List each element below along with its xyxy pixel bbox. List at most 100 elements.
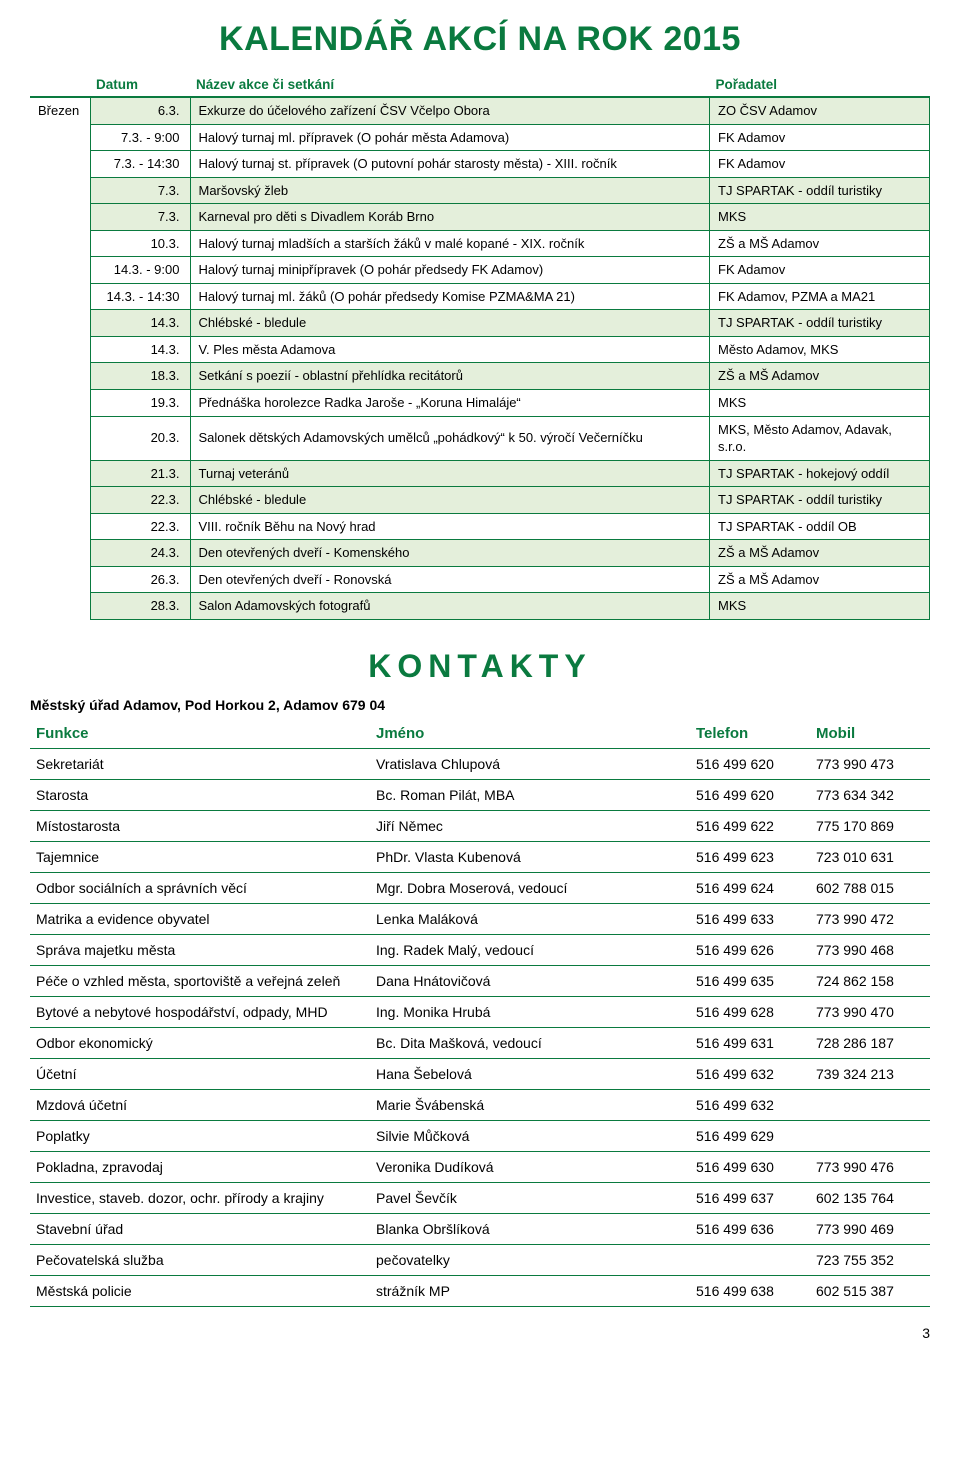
table-row: 28.3.Salon Adamovských fotografůMKS <box>30 593 930 620</box>
contact-tel: 516 499 620 <box>690 748 810 779</box>
contact-name: Vratislava Chlupová <box>370 748 690 779</box>
event-date: 22.3. <box>90 487 190 514</box>
contact-tel: 516 499 629 <box>690 1120 810 1151</box>
event-date: 28.3. <box>90 593 190 620</box>
contact-tel: 516 499 624 <box>690 872 810 903</box>
event-organizer: FK Adamov <box>710 124 930 151</box>
contact-func: Odbor ekonomický <box>30 1027 370 1058</box>
contact-mob <box>810 1089 930 1120</box>
contact-mob: 602 135 764 <box>810 1182 930 1213</box>
contact-name: Hana Šebelová <box>370 1058 690 1089</box>
month-spacer <box>30 416 90 460</box>
contacts-title: KONTAKTY <box>30 648 930 685</box>
table-row: 21.3.Turnaj veteránůTJ SPARTAK - hokejov… <box>30 460 930 487</box>
event-date: 14.3. - 14:30 <box>90 283 190 310</box>
table-row: TajemnicePhDr. Vlasta Kubenová516 499 62… <box>30 841 930 872</box>
table-row: Pečovatelská službapečovatelky723 755 35… <box>30 1244 930 1275</box>
contact-name: Blanka Obršlíková <box>370 1213 690 1244</box>
event-date: 7.3. <box>90 177 190 204</box>
contact-name: pečovatelky <box>370 1244 690 1275</box>
month-spacer <box>30 310 90 337</box>
event-name: Salonek dětských Adamovských umělců „poh… <box>190 416 710 460</box>
contact-name: Pavel Ševčík <box>370 1182 690 1213</box>
contact-func: Péče o vzhled města, sportoviště a veřej… <box>30 965 370 996</box>
table-row: Péče o vzhled města, sportoviště a veřej… <box>30 965 930 996</box>
event-name: Exkurze do účelového zařízení ČSV Včelpo… <box>190 97 710 124</box>
month-spacer <box>30 124 90 151</box>
event-name: Salon Adamovských fotografů <box>190 593 710 620</box>
event-date: 20.3. <box>90 416 190 460</box>
month-spacer <box>30 540 90 567</box>
table-row: 7.3.Karneval pro děti s Divadlem Koráb B… <box>30 204 930 231</box>
contacts-header-name: Jméno <box>370 719 690 749</box>
table-row: 20.3.Salonek dětských Adamovských umělců… <box>30 416 930 460</box>
event-name: Chlébské - bledule <box>190 487 710 514</box>
event-name: Maršovský žleb <box>190 177 710 204</box>
contact-func: Investice, staveb. dozor, ochr. přírody … <box>30 1182 370 1213</box>
contact-mob: 602 788 015 <box>810 872 930 903</box>
event-name: Halový turnaj minipřípravek (O pohár pře… <box>190 257 710 284</box>
table-row: StarostaBc. Roman Pilát, MBA516 499 6207… <box>30 779 930 810</box>
event-organizer: TJ SPARTAK - hokejový oddíl <box>710 460 930 487</box>
page-number: 3 <box>30 1325 930 1341</box>
contact-name: Bc. Roman Pilát, MBA <box>370 779 690 810</box>
event-organizer: ZŠ a MŠ Adamov <box>710 230 930 257</box>
month-spacer <box>30 283 90 310</box>
contact-mob: 723 010 631 <box>810 841 930 872</box>
table-row: Správa majetku městaIng. Radek Malý, ved… <box>30 934 930 965</box>
contact-func: Stavební úřad <box>30 1213 370 1244</box>
contact-func: Bytové a nebytové hospodářství, odpady, … <box>30 996 370 1027</box>
contact-name: Bc. Dita Mašková, vedoucí <box>370 1027 690 1058</box>
contact-mob: 724 862 158 <box>810 965 930 996</box>
event-name: Halový turnaj ml. žáků (O pohár předsedy… <box>190 283 710 310</box>
contact-mob: 773 990 469 <box>810 1213 930 1244</box>
event-name: Halový turnaj ml. přípravek (O pohár měs… <box>190 124 710 151</box>
table-row: 7.3. - 9:00Halový turnaj ml. přípravek (… <box>30 124 930 151</box>
month-spacer <box>30 336 90 363</box>
month-spacer <box>30 363 90 390</box>
event-name: Chlébské - bledule <box>190 310 710 337</box>
table-row: Matrika a evidence obyvatelLenka Malákov… <box>30 903 930 934</box>
event-date: 7.3. <box>90 204 190 231</box>
event-date: 21.3. <box>90 460 190 487</box>
contact-func: Městská policie <box>30 1275 370 1306</box>
contact-func: Sekretariát <box>30 748 370 779</box>
table-row: 22.3.VIII. ročník Běhu na Nový hradTJ SP… <box>30 513 930 540</box>
table-row: Bytové a nebytové hospodářství, odpady, … <box>30 996 930 1027</box>
month-spacer <box>30 257 90 284</box>
contact-tel: 516 499 636 <box>690 1213 810 1244</box>
event-date: 19.3. <box>90 390 190 417</box>
contact-func: Starosta <box>30 779 370 810</box>
event-organizer: MKS <box>710 390 930 417</box>
event-date: 6.3. <box>90 97 190 124</box>
contact-func: Místostarosta <box>30 810 370 841</box>
events-header-blank <box>30 73 90 97</box>
event-name: Turnaj veteránů <box>190 460 710 487</box>
events-header-organizer: Pořadatel <box>710 73 930 97</box>
event-name: Den otevřených dveří - Komenského <box>190 540 710 567</box>
event-name: V. Ples města Adamova <box>190 336 710 363</box>
contact-tel: 516 499 637 <box>690 1182 810 1213</box>
event-date: 7.3. - 9:00 <box>90 124 190 151</box>
table-row: MístostarostaJiří Němec516 499 622775 17… <box>30 810 930 841</box>
event-organizer: MKS <box>710 593 930 620</box>
event-organizer: ZŠ a MŠ Adamov <box>710 566 930 593</box>
table-row: 22.3.Chlébské - bleduleTJ SPARTAK - oddí… <box>30 487 930 514</box>
contact-tel: 516 499 620 <box>690 779 810 810</box>
event-date: 7.3. - 14:30 <box>90 151 190 178</box>
contact-tel: 516 499 638 <box>690 1275 810 1306</box>
event-organizer: FK Adamov <box>710 257 930 284</box>
contact-mob: 773 634 342 <box>810 779 930 810</box>
contacts-intro: Městský úřad Adamov, Pod Horkou 2, Adamo… <box>30 697 930 713</box>
event-name: Setkání s poezií - oblastní přehlídka re… <box>190 363 710 390</box>
event-organizer: FK Adamov <box>710 151 930 178</box>
contact-name: Veronika Dudíková <box>370 1151 690 1182</box>
table-row: 24.3.Den otevřených dveří - KomenskéhoZŠ… <box>30 540 930 567</box>
table-row: 14.3.V. Ples města AdamovaMěsto Adamov, … <box>30 336 930 363</box>
contact-tel: 516 499 628 <box>690 996 810 1027</box>
event-name: Den otevřených dveří - Ronovská <box>190 566 710 593</box>
table-row: Stavební úřadBlanka Obršlíková516 499 63… <box>30 1213 930 1244</box>
table-row: ÚčetníHana Šebelová516 499 632739 324 21… <box>30 1058 930 1089</box>
contact-mob: 602 515 387 <box>810 1275 930 1306</box>
table-row: 14.3. - 14:30Halový turnaj ml. žáků (O p… <box>30 283 930 310</box>
